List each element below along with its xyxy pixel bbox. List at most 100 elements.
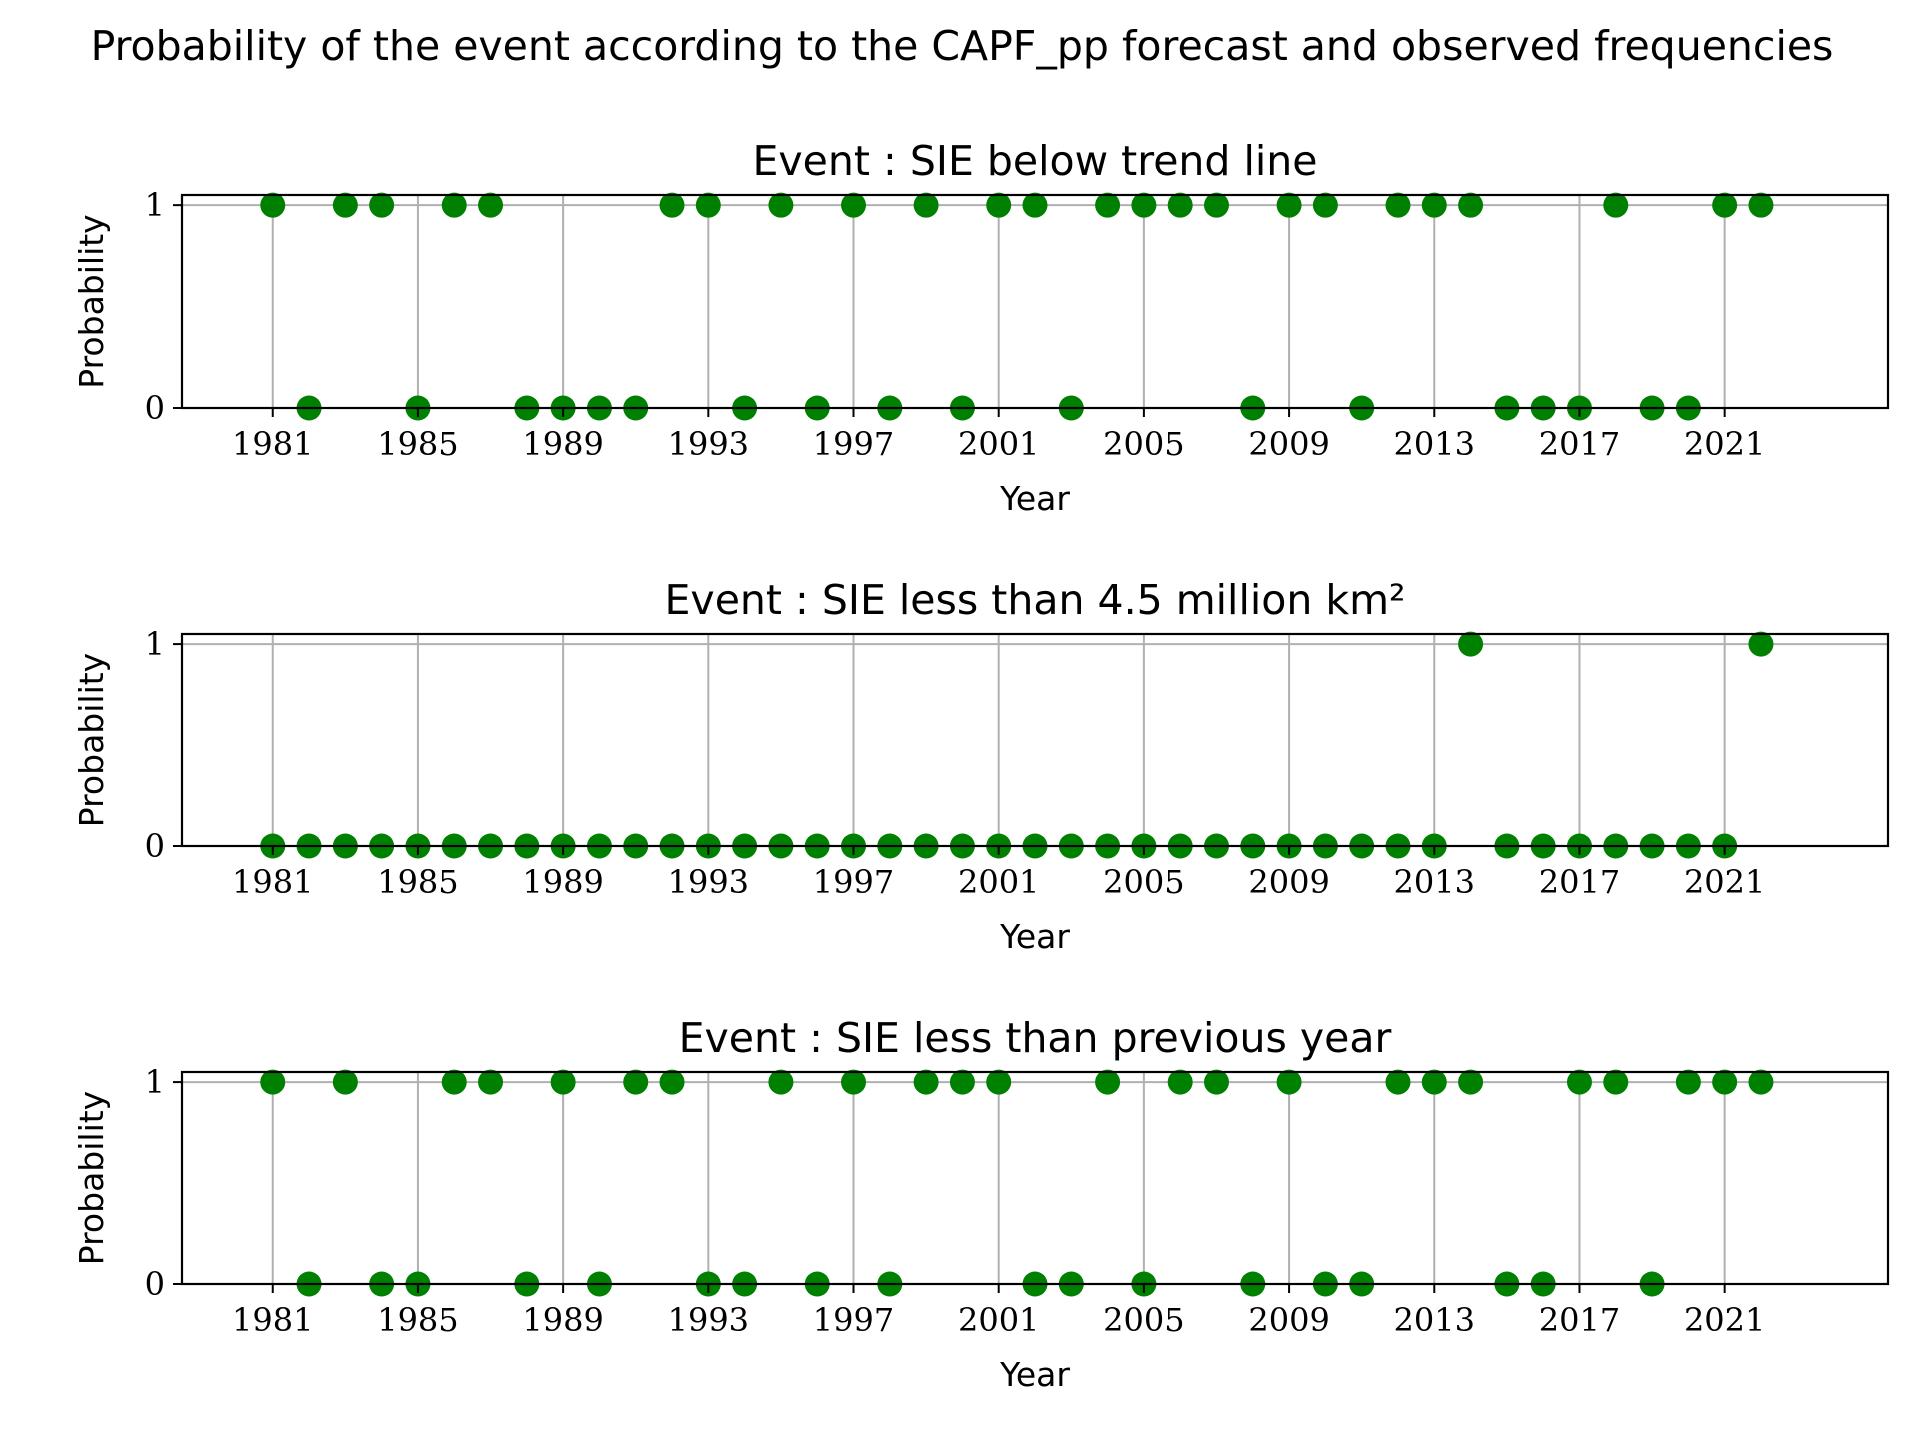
x-tick-label: 1989 bbox=[522, 425, 603, 463]
data-point bbox=[1458, 1069, 1484, 1095]
y-tick-label: 1 bbox=[145, 625, 165, 663]
data-point bbox=[441, 192, 467, 218]
data-point bbox=[841, 192, 867, 218]
x-tick-label: 1997 bbox=[813, 1301, 894, 1339]
y-axis-label: Probability bbox=[72, 214, 111, 388]
axes-frame bbox=[180, 632, 1890, 848]
data-point bbox=[1276, 1069, 1302, 1095]
data-point bbox=[1748, 192, 1774, 218]
data-point bbox=[1566, 1069, 1592, 1095]
data-point bbox=[1675, 1069, 1701, 1095]
x-tick-label: 1997 bbox=[813, 863, 894, 901]
x-tick-label: 2017 bbox=[1539, 863, 1620, 901]
data-point bbox=[1748, 631, 1774, 657]
x-tick-label: 2009 bbox=[1248, 1301, 1329, 1339]
data-point bbox=[260, 192, 286, 218]
x-tick-label: 2005 bbox=[1103, 425, 1184, 463]
data-point bbox=[659, 192, 685, 218]
x-tick-label: 1993 bbox=[668, 1301, 749, 1339]
y-axis-label: Probability bbox=[72, 1091, 111, 1265]
x-tick-label: 1993 bbox=[668, 425, 749, 463]
data-point bbox=[1458, 631, 1484, 657]
subplots-container: 1981 1985 1989 1993 1997 2001 2005 2009 2013 2017… bbox=[72, 137, 1890, 1394]
x-tick-label: 2021 bbox=[1684, 425, 1765, 463]
data-point bbox=[441, 1069, 467, 1095]
data-point bbox=[695, 192, 721, 218]
subplot-3: 1981 1985 1989 1993 1997 2001 2005 2009 2013 2017… bbox=[72, 1014, 1890, 1394]
data-point bbox=[1276, 192, 1302, 218]
axes-frame bbox=[180, 1070, 1890, 1286]
data-point bbox=[659, 1069, 685, 1095]
data-point bbox=[332, 1069, 358, 1095]
data-point bbox=[986, 1069, 1012, 1095]
data-point bbox=[913, 1069, 939, 1095]
data-point bbox=[623, 1069, 649, 1095]
x-tick-label: 2013 bbox=[1394, 1301, 1475, 1339]
x-tick-label: 2001 bbox=[958, 425, 1039, 463]
data-point bbox=[1603, 192, 1629, 218]
data-point bbox=[1458, 192, 1484, 218]
data-point bbox=[913, 192, 939, 218]
data-point bbox=[1131, 192, 1157, 218]
data-point bbox=[1312, 192, 1338, 218]
data-point bbox=[478, 192, 504, 218]
data-point bbox=[949, 1069, 975, 1095]
y-tick-label: 0 bbox=[145, 1265, 165, 1303]
figure-title: Probability of the event according to th… bbox=[91, 22, 1834, 70]
data-point bbox=[1712, 1069, 1738, 1095]
x-tick-label: 2009 bbox=[1248, 863, 1329, 901]
data-point bbox=[1022, 192, 1048, 218]
data-point bbox=[1167, 1069, 1193, 1095]
x-axis-label: Year bbox=[999, 1355, 1070, 1394]
data-point bbox=[1385, 192, 1411, 218]
data-point bbox=[1421, 1069, 1447, 1095]
x-tick-label: 1993 bbox=[668, 863, 749, 901]
x-tick-label: 1997 bbox=[813, 425, 894, 463]
x-tick-label: 1981 bbox=[232, 425, 313, 463]
data-point bbox=[1095, 192, 1121, 218]
subplot-2: 1981 1985 1989 1993 1997 2001 2005 2009 2013 2017… bbox=[72, 576, 1890, 956]
data-point bbox=[1095, 1069, 1121, 1095]
axes-frame bbox=[180, 193, 1890, 410]
data-point bbox=[369, 192, 395, 218]
subplot-title: Event : SIE less than 4.5 million km² bbox=[665, 576, 1406, 624]
data-point bbox=[1167, 192, 1193, 218]
x-tick-label: 1989 bbox=[522, 863, 603, 901]
x-tick-label: 1985 bbox=[377, 863, 458, 901]
x-tick-label: 2001 bbox=[958, 1301, 1039, 1339]
data-point bbox=[1203, 1069, 1229, 1095]
data-point bbox=[260, 1069, 286, 1095]
subplot-title: Event : SIE less than previous year bbox=[679, 1014, 1392, 1062]
x-tick-label: 2009 bbox=[1248, 425, 1329, 463]
x-tick-label: 2017 bbox=[1539, 1301, 1620, 1339]
x-tick-label: 2001 bbox=[958, 863, 1039, 901]
data-point bbox=[1385, 1069, 1411, 1095]
x-axis-label: Year bbox=[999, 917, 1070, 956]
x-tick-label: 1989 bbox=[522, 1301, 603, 1339]
x-tick-label: 1985 bbox=[377, 425, 458, 463]
data-point bbox=[1421, 192, 1447, 218]
y-tick-label: 1 bbox=[145, 1063, 165, 1101]
x-tick-label: 1981 bbox=[232, 863, 313, 901]
x-tick-label: 2021 bbox=[1684, 1301, 1765, 1339]
y-tick-label: 0 bbox=[145, 389, 165, 427]
y-tick-label: 1 bbox=[145, 186, 165, 224]
data-point bbox=[1748, 1069, 1774, 1095]
y-tick-label: 0 bbox=[145, 827, 165, 865]
x-tick-label: 2013 bbox=[1394, 425, 1475, 463]
y-axis-label: Probability bbox=[72, 653, 111, 827]
data-point bbox=[332, 192, 358, 218]
x-tick-label: 2017 bbox=[1539, 425, 1620, 463]
x-tick-label: 2013 bbox=[1394, 863, 1475, 901]
x-tick-label: 2005 bbox=[1103, 863, 1184, 901]
data-point bbox=[986, 192, 1012, 218]
x-tick-label: 1985 bbox=[377, 1301, 458, 1339]
data-point bbox=[478, 1069, 504, 1095]
subplot-title: Event : SIE below trend line bbox=[753, 137, 1318, 185]
data-point bbox=[550, 1069, 576, 1095]
x-tick-label: 1981 bbox=[232, 1301, 313, 1339]
x-tick-label: 2005 bbox=[1103, 1301, 1184, 1339]
x-tick-label: 2021 bbox=[1684, 863, 1765, 901]
data-point bbox=[1203, 192, 1229, 218]
